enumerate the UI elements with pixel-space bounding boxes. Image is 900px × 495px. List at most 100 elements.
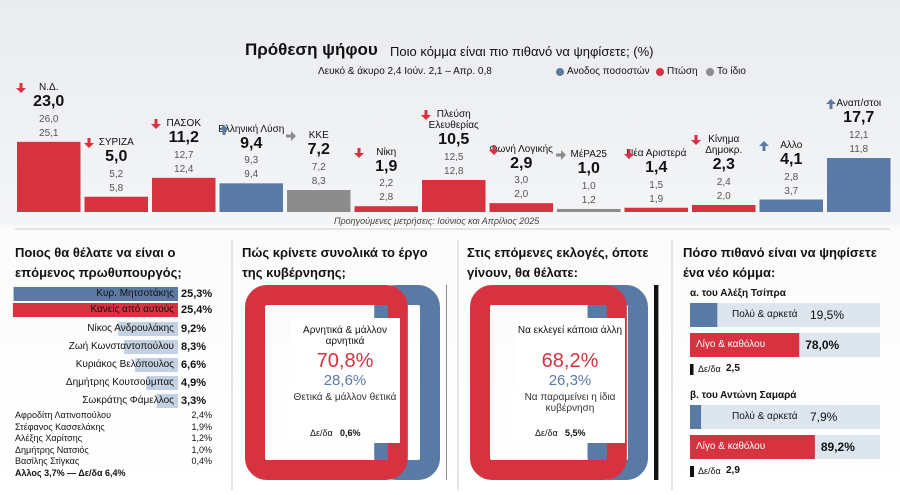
series-label: Πολύ & αρκετά [732, 411, 798, 422]
dk-value: 0,6% [340, 428, 361, 438]
bar-labels: Πλεύση Ελευθερίας 10,5 12,5 12,8 [420, 109, 488, 177]
arrow-shape [691, 135, 701, 146]
legend-label: Ανοδος ποσοστών [567, 66, 650, 77]
previous-value: 9,3 [244, 155, 259, 167]
bar [354, 206, 418, 212]
value-label: 1,0 [577, 160, 600, 178]
bar [690, 333, 800, 357]
previous-value: 1,2 [581, 194, 596, 206]
footnote: Προηγούμενες μετρήσεις: Ιούνιος και Απρί… [330, 216, 544, 226]
trend-arrow [826, 99, 836, 110]
dk-label: Δε/δα [698, 364, 721, 374]
previous-value: 1,9 [649, 193, 664, 205]
party-name: Ελληνική Λύση [218, 123, 285, 135]
arrow-shape [826, 99, 836, 110]
dk-label: Δε/δα [535, 428, 558, 438]
value-label: 1,4 [645, 159, 668, 177]
party-name: Νίκη [376, 146, 397, 158]
other-name: Δημήτρης Νατσιός [15, 444, 89, 455]
party-name: Αναπ/στοι [836, 98, 882, 110]
bar [690, 303, 718, 327]
value-label: 4,9% [181, 377, 207, 389]
value-label: 26,3% [548, 372, 592, 389]
bar [118, 322, 178, 336]
value-label: 2,9 [510, 154, 533, 172]
previous-value: 12,4 [174, 163, 194, 175]
subtitle: Ποιο κόμμα είναι πιο πιθανό να ψηφίσετε;… [390, 44, 654, 59]
value-label: 78,0% [805, 338, 840, 352]
bar-name: Σωκράτης Φάμελλος [82, 395, 174, 406]
bar-labels: Αναπ/στοι 17,7 12,1 11,8 [825, 98, 893, 155]
bar [12, 303, 179, 317]
note: Λευκό & άκυρο 2,4 Ιούν. 2,1 – Απρ. 0,8 [318, 66, 492, 77]
dk-label: Δε/δα [698, 466, 721, 476]
panel-title: Στις επόμενες εκλογές, όποτε γίνουν, θα … [467, 245, 649, 280]
previous-value: 2,0 [716, 191, 731, 202]
bar [489, 203, 553, 212]
bar [84, 196, 148, 212]
value-label: 68,2% [541, 350, 599, 372]
bar-name: Κανείς από αυτούς [90, 304, 174, 315]
bar-name: Ζωή Κωνσταντοπούλου [68, 341, 174, 352]
dk-label: Δε/δα [310, 428, 333, 438]
previous-value: 7,2 [311, 162, 326, 174]
bar [219, 183, 283, 212]
other-value: 1,2% [191, 433, 212, 443]
value-label: 19,5% [810, 308, 845, 322]
previous-value: 8,3 [311, 176, 326, 188]
previous-value: 26,0 [39, 113, 59, 125]
value-label: 10,5 [438, 131, 470, 149]
value-label: 7,9% [810, 410, 838, 424]
party-name: ΠΑΣΟΚ [166, 118, 202, 130]
trend-arrow [16, 83, 26, 94]
bar-labels: Φωνή Λογικής 2,9 3,0 2,0 [488, 143, 556, 201]
arrow-shape [353, 147, 364, 158]
bar [146, 376, 178, 390]
trend-arrow [556, 150, 566, 161]
previous-value: 2,8 [379, 192, 394, 204]
bar-labels: Αλλο 4,1 2,8 3,7 [758, 140, 826, 197]
previous-value: 3,7 [784, 185, 799, 197]
value-label: 70,8% [316, 350, 374, 372]
previous-value: 3,0 [514, 175, 529, 187]
other-name: Στέφανος Κασσελάκης [15, 421, 105, 432]
series-label: Θετικά & μάλλον θετικά [293, 392, 397, 403]
arrow-shape [16, 83, 26, 94]
bar-labels: Ν.Δ. 23,0 26,0 25,1 [15, 82, 83, 139]
party-name: Φωνή Λογικής [489, 143, 553, 155]
value-label: 6,6% [181, 359, 207, 371]
series-label: Αρνητικά & μάλλον αρνητικά [303, 325, 387, 347]
series-label: Πολύ & αρκετά [732, 309, 798, 320]
trend-arrow [758, 140, 769, 151]
previous-value: 25,1 [39, 127, 59, 139]
value-label: 3,3% [181, 395, 207, 407]
legend-dot [556, 68, 564, 76]
value-label: 9,4 [240, 134, 263, 152]
bar [690, 435, 815, 459]
party-name: Αλλο [780, 139, 803, 151]
other-name: Αφροδίτη Λατινοπούλου [15, 410, 111, 420]
dk-value: 2,9 [726, 465, 740, 476]
previous-value: 12,8 [444, 165, 464, 177]
value-label: 9,2% [181, 323, 207, 335]
bar-labels: Κίνημα Δημοκρ. 2,3 2,4 2,0 [690, 134, 758, 202]
value-label: 17,7 [843, 109, 875, 127]
previous-value: 2,8 [784, 171, 799, 183]
bar [17, 141, 81, 212]
bar-labels: ΚΚΕ 7,2 7,2 8,3 [285, 130, 353, 187]
trend-arrow [151, 119, 161, 130]
previous-value: 12,1 [849, 130, 869, 142]
trend-arrow [83, 138, 94, 149]
bar [759, 199, 823, 212]
arrow-shape [286, 131, 296, 142]
title: Πρόθεση ψήφου [245, 40, 378, 59]
arrow-shape [758, 140, 769, 151]
other-value: 1,0% [191, 444, 212, 455]
bar [156, 394, 178, 408]
previous-value: 2,0 [514, 189, 529, 201]
legend-dot [656, 68, 664, 76]
trend-arrow [286, 131, 296, 142]
card [290, 318, 400, 443]
value-label: 28,6% [323, 372, 367, 389]
